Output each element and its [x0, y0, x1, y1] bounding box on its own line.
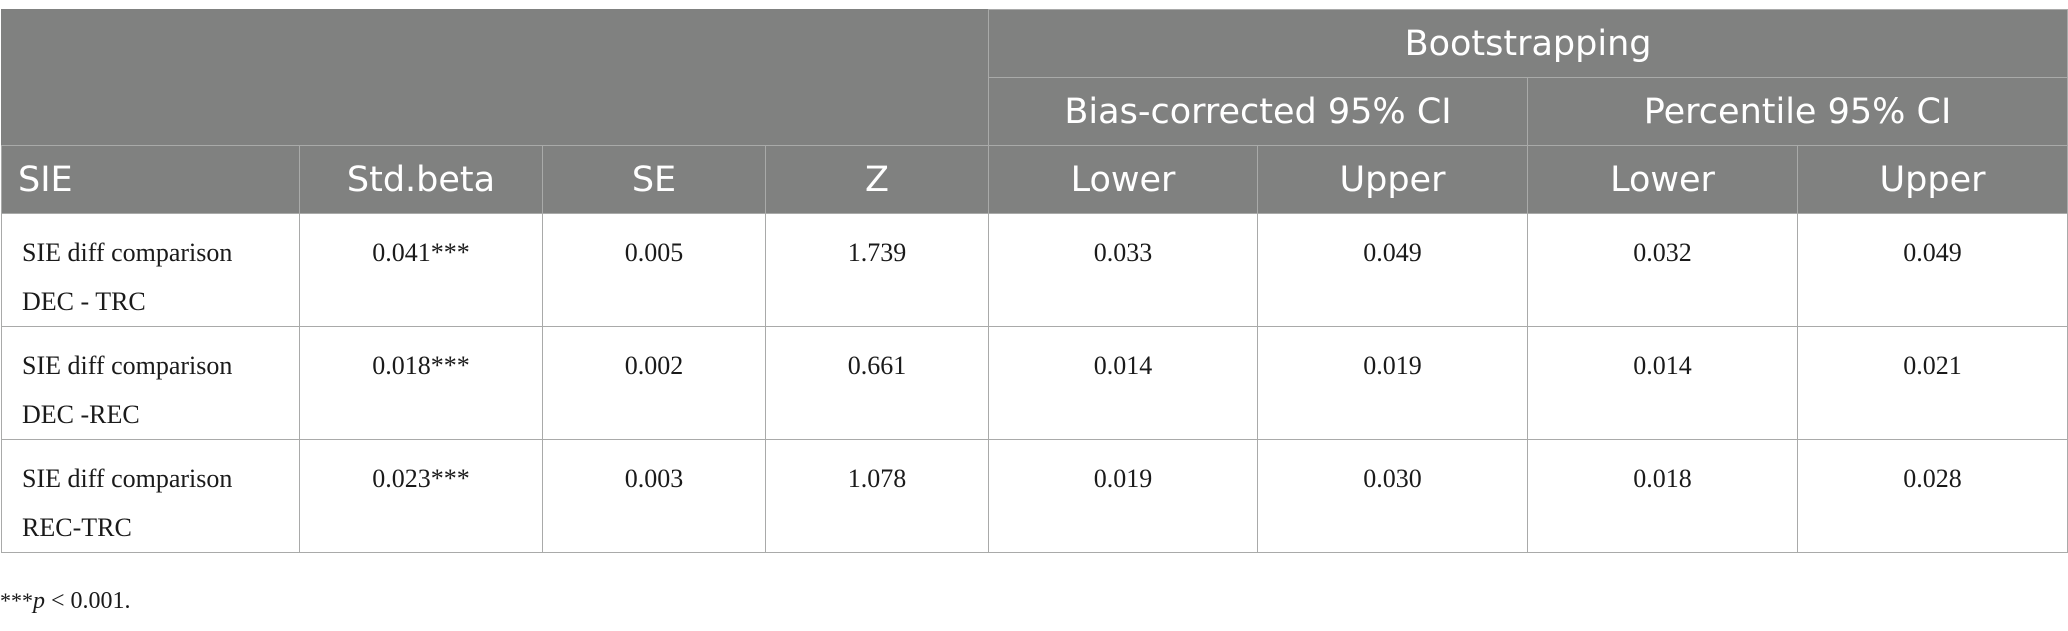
header-bootstrapping: Bootstrapping: [987, 9, 2068, 78]
cell-bc-lower: 0.033: [988, 213, 1258, 327]
cell-se: 0.003: [542, 439, 766, 553]
cell-z-value: 1.739: [847, 238, 907, 267]
cell-std-beta: 0.023***: [299, 439, 543, 553]
cell-bc-upper-value: 0.049: [1363, 238, 1422, 267]
cell-se-value: 0.005: [624, 238, 684, 267]
row-label-line1: SIE diff comparison: [22, 464, 233, 493]
row-label-line2: DEC -REC: [22, 400, 140, 429]
cell-bc-upper-value: 0.019: [1363, 351, 1422, 380]
cell-bc-lower-value: 0.033: [1093, 238, 1153, 267]
cell-pc-upper: 0.028: [1796, 439, 2068, 553]
cell-se-value: 0.002: [624, 351, 684, 380]
cell-pc-upper: 0.049: [1796, 213, 2068, 327]
table-row: SIE diff comparison DEC - TRC 0.041*** 0…: [1, 213, 2068, 327]
cell-pc-lower-value: 0.032: [1633, 238, 1692, 267]
header-bias-corrected-ci: Bias-corrected 95% CI: [988, 77, 1528, 146]
cell-bc-upper: 0.049: [1257, 213, 1528, 327]
cell-pc-lower-value: 0.014: [1633, 351, 1692, 380]
cell-pc-upper-value: 0.049: [1903, 238, 1962, 267]
footnote-threshold: < 0.001.: [45, 588, 131, 614]
cell-pc-upper-value: 0.021: [1903, 351, 1962, 380]
cell-bc-lower: 0.019: [988, 439, 1258, 553]
column-header-sie: SIE: [1, 145, 300, 214]
cell-bc-lower-value: 0.014: [1093, 351, 1153, 380]
table-footnote: ***p < 0.001.: [0, 588, 131, 615]
cell-std-beta: 0.041***: [299, 213, 543, 327]
column-header-pc-lower: Lower: [1527, 145, 1798, 214]
cell-pc-lower: 0.018: [1527, 439, 1798, 553]
column-header-z: Z: [765, 145, 989, 214]
cell-se: 0.002: [542, 326, 766, 440]
column-header-pc-upper: Upper: [1796, 145, 2068, 214]
header-row-group: Bootstrapping: [1, 9, 2068, 146]
cell-std-beta-value: 0.018***: [372, 351, 470, 380]
cell-pc-lower-value: 0.018: [1633, 464, 1692, 493]
cell-bc-lower: 0.014: [988, 326, 1258, 440]
cell-bc-upper: 0.019: [1257, 326, 1528, 440]
cell-pc-upper: 0.021: [1796, 326, 2068, 440]
cell-se-value: 0.003: [624, 464, 684, 493]
cell-z: 1.739: [765, 213, 989, 327]
table-row: SIE diff comparison REC-TRC 0.023*** 0.0…: [1, 439, 2068, 553]
row-label-line1: SIE diff comparison: [22, 238, 233, 267]
cell-z: 1.078: [765, 439, 989, 553]
header-row-subgroup: Bias-corrected 95% CI Percentile 95% CI: [2, 77, 2068, 146]
results-table: Bootstrapping Bias-corrected 95% CI Perc…: [1, 9, 2068, 553]
row-label: SIE diff comparison REC-TRC: [1, 439, 300, 553]
cell-z: 0.661: [765, 326, 989, 440]
cell-std-beta-value: 0.041***: [372, 238, 470, 267]
column-header-std-beta: Std.beta: [299, 145, 543, 214]
footnote-p-symbol: p: [33, 588, 45, 614]
cell-std-beta-value: 0.023***: [372, 464, 470, 493]
column-header-bc-lower: Lower: [988, 145, 1258, 214]
cell-z-value: 1.078: [847, 464, 907, 493]
row-label-line2: REC-TRC: [22, 513, 132, 542]
footnote-stars: ***: [0, 588, 33, 613]
cell-pc-upper-value: 0.028: [1903, 464, 1962, 493]
cell-bc-upper: 0.030: [1257, 439, 1528, 553]
row-label: SIE diff comparison DEC -REC: [1, 326, 300, 440]
cell-z-value: 0.661: [847, 351, 907, 380]
header-row-columns: SIE Std.beta SE Z Lower Upper Lower Uppe…: [1, 145, 2068, 214]
column-header-se: SE: [542, 145, 766, 214]
cell-pc-lower: 0.032: [1527, 213, 1798, 327]
row-label: SIE diff comparison DEC - TRC: [1, 213, 300, 327]
row-label-line2: DEC - TRC: [22, 287, 146, 316]
header-percentile-ci: Percentile 95% CI: [1526, 77, 2068, 146]
column-header-bc-upper: Upper: [1257, 145, 1528, 214]
table-row: SIE diff comparison DEC -REC 0.018*** 0.…: [1, 326, 2068, 440]
cell-bc-lower-value: 0.019: [1093, 464, 1153, 493]
cell-se: 0.005: [542, 213, 766, 327]
cell-pc-lower: 0.014: [1527, 326, 1798, 440]
header-blank: [1, 9, 989, 146]
row-label-line1: SIE diff comparison: [22, 351, 233, 380]
cell-bc-upper-value: 0.030: [1363, 464, 1422, 493]
cell-std-beta: 0.018***: [299, 326, 543, 440]
